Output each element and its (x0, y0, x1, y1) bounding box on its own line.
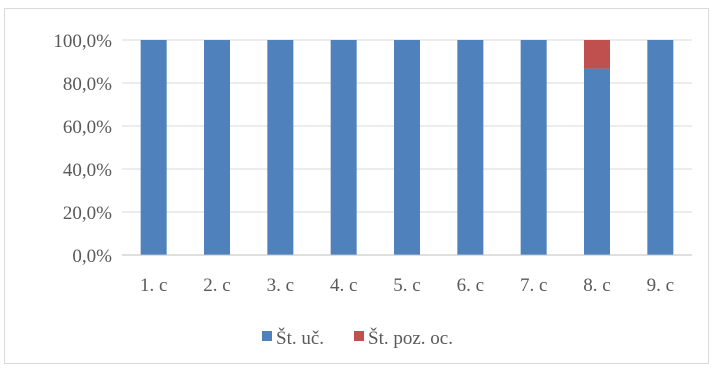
bar-segment (584, 68, 610, 255)
y-tick-label: 60,0% (63, 117, 112, 138)
bars (140, 40, 674, 255)
legend-label: Št. uč. (276, 327, 324, 349)
x-tick-label: 6. c (457, 275, 484, 296)
legend-swatch (262, 331, 272, 341)
bar-segment (330, 40, 357, 255)
bar-segment (267, 40, 294, 255)
y-tick-label: 100,0% (53, 31, 112, 52)
y-tick-label: 40,0% (63, 160, 112, 181)
y-tick-label: 20,0% (63, 203, 112, 224)
y-tick-label: 80,0% (63, 74, 112, 95)
bar-segment (204, 40, 230, 255)
bar-segment (140, 40, 167, 255)
x-tick-label: 5. c (393, 275, 420, 296)
bar-segment (647, 40, 674, 255)
legend: Št. uč. Št. poz. oc. (262, 327, 453, 349)
x-tick-label: 3. c (267, 275, 294, 296)
legend-swatch (354, 331, 364, 341)
bar-segment (394, 40, 420, 255)
bar-segment (520, 40, 547, 255)
x-axis: 1. c 2. c 3. c 4. c 5. c 6. c 7. c 8. c 9. c (122, 254, 692, 296)
x-tick-label: 7. c (520, 275, 547, 296)
bar-segment (584, 40, 610, 69)
y-tick-label: 0,0% (72, 246, 112, 267)
x-tick-label: 2. c (203, 275, 230, 296)
y-axis-tick-labels: 0,0% 20,0% 40,0% 60,0% 80,0% 100,0% (53, 31, 112, 267)
x-tick-label: 1. c (140, 275, 167, 296)
x-tick-label: 9. c (647, 275, 674, 296)
bar-segment (457, 40, 484, 255)
legend-label: Št. poz. oc. (368, 327, 453, 349)
x-tick-label: 4. c (330, 275, 357, 296)
x-tick-label: 8. c (583, 275, 610, 296)
